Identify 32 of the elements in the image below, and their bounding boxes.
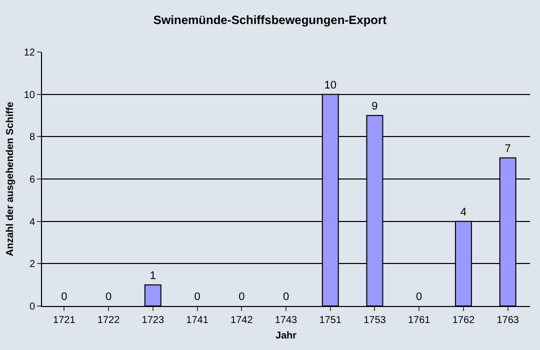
x-tick-label: 1761 [408, 315, 431, 326]
data-label: 4 [460, 206, 467, 218]
data-label: 0 [282, 291, 290, 303]
x-tick-label: 1763 [496, 315, 520, 326]
x-tick-label: 1742 [230, 315, 254, 326]
x-tick-label: 1723 [142, 315, 164, 326]
x-tick-label: 1741 [186, 315, 209, 326]
x-tick-label: 1722 [97, 315, 120, 326]
chart-title: Swinemünde-Schiffsbewegungen-Export [153, 13, 387, 28]
x-tick-label: 1751 [319, 315, 342, 326]
data-label: 10 [324, 79, 336, 92]
y-tick-label: 6 [29, 174, 36, 186]
data-label: 7 [504, 142, 511, 155]
y-tick-label: 2 [29, 259, 36, 270]
data-label: 9 [372, 100, 378, 112]
y-tick-label: 0 [29, 302, 36, 312]
data-label: 0 [105, 291, 112, 303]
y-tick-label: 10 [24, 90, 36, 101]
data-label: 0 [416, 291, 422, 303]
data-label: 0 [194, 291, 200, 303]
y-axis-title: Anzahl der ausgehenden Schiffe [4, 101, 16, 256]
x-tick-label: 1753 [364, 315, 386, 326]
data-label: 1 [150, 270, 156, 282]
data-label: 0 [238, 291, 245, 303]
x-tick-label: 1721 [53, 315, 76, 326]
x-axis-title: Jahr [275, 330, 297, 342]
x-tick-label: 1762 [452, 315, 476, 326]
data-label: 0 [61, 291, 68, 303]
y-tick-label: 8 [29, 132, 36, 144]
y-tick-label: 12 [24, 48, 36, 58]
y-tick-label: 4 [29, 216, 36, 228]
x-tick-label: 1743 [274, 315, 298, 326]
